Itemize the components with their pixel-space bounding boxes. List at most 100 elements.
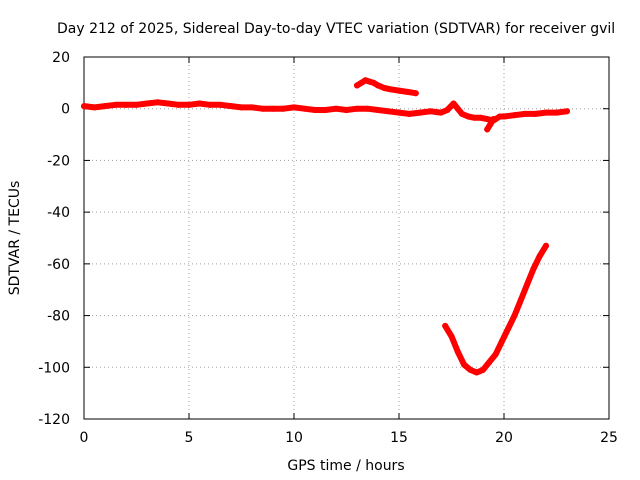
data-point [486, 359, 493, 366]
data-point [454, 348, 461, 355]
data-point [480, 366, 486, 373]
series-points-1 [81, 99, 570, 124]
data-point [385, 108, 392, 115]
data-point [301, 105, 308, 112]
data-point [112, 101, 119, 108]
y-tick-label: -40 [47, 205, 70, 221]
data-point [484, 116, 491, 123]
data-point [511, 312, 518, 319]
data-point [501, 113, 507, 120]
data-point [396, 109, 402, 116]
data-point [270, 105, 276, 112]
data-point [322, 107, 329, 114]
data-point [498, 338, 505, 345]
data-point [444, 107, 451, 114]
data-point [412, 90, 419, 97]
data-point [375, 107, 381, 114]
data-point [492, 351, 499, 358]
plot-frame [83, 56, 610, 420]
chart-title: Day 212 of 2025, Sidereal Day-to-day VTE… [57, 21, 615, 37]
data-point [477, 114, 484, 121]
y-axis-title: SDTVAR / TECUs [7, 181, 23, 296]
data-point [450, 100, 457, 107]
data-point [564, 108, 570, 115]
series-points-2 [354, 77, 419, 97]
data-point [91, 104, 98, 111]
x-tick-label: 5 [185, 430, 194, 446]
y-tick-label: 0 [61, 102, 70, 118]
y-tick-label: -60 [47, 257, 70, 273]
data-point [144, 100, 150, 107]
data-point [553, 109, 560, 116]
data-point [343, 107, 350, 114]
data-point [133, 101, 140, 108]
data-point [333, 105, 339, 112]
data-point [530, 266, 537, 273]
data-point [249, 104, 255, 111]
y-tick-label: 20 [52, 50, 70, 66]
series-layer [81, 77, 570, 376]
data-point [465, 113, 472, 120]
x-tick-label: 15 [390, 430, 408, 446]
data-point [259, 105, 266, 112]
data-point [473, 369, 480, 376]
data-point [81, 103, 87, 110]
data-point [505, 325, 512, 332]
data-point [312, 107, 318, 114]
data-point [442, 322, 449, 329]
data-point [522, 110, 528, 117]
data-point [354, 105, 360, 112]
data-point [543, 109, 549, 116]
data-point [438, 109, 444, 116]
data-point [375, 82, 381, 89]
series-points-4 [442, 242, 549, 376]
y-tick-label: -20 [47, 153, 70, 169]
data-point [207, 101, 213, 108]
data-point [387, 86, 394, 93]
data-point [175, 101, 182, 108]
data-point [280, 105, 287, 112]
data-point [291, 104, 297, 111]
data-point [490, 116, 497, 123]
data-point [461, 361, 468, 368]
data-point [487, 121, 494, 128]
y-tick-label: -80 [47, 309, 70, 325]
data-point [454, 105, 461, 112]
data-point [217, 101, 224, 108]
data-point [448, 333, 455, 340]
data-point [524, 281, 531, 288]
data-point [417, 109, 423, 116]
y-tick-label: -100 [38, 360, 70, 376]
data-point [228, 103, 234, 110]
y-tick-label: -120 [38, 412, 70, 428]
data-point [496, 113, 503, 120]
x-tick-label: 20 [495, 430, 513, 446]
data-point [467, 366, 474, 373]
data-point [196, 100, 203, 107]
x-tick-label: 10 [285, 430, 303, 446]
data-point [165, 100, 171, 107]
data-point [406, 110, 413, 117]
data-point [396, 87, 402, 94]
data-point [532, 110, 539, 117]
data-point [102, 103, 108, 110]
data-point [471, 114, 478, 121]
series-points-3 [484, 116, 497, 133]
data-point [427, 108, 434, 115]
data-point [517, 297, 524, 304]
data-point [511, 112, 518, 119]
data-point [404, 88, 411, 95]
data-point [459, 110, 465, 117]
data-point [154, 99, 161, 106]
data-point [364, 105, 371, 112]
data-point [543, 242, 549, 249]
x-tick-label: 25 [600, 430, 618, 446]
axis-ticks: 0 5 10 15 20 25 20 0 -20 -40 -60 -80 -100 -120 [38, 50, 618, 446]
data-point [123, 101, 129, 108]
data-point [381, 85, 388, 92]
data-point [238, 104, 245, 111]
x-axis-title: GPS time / hours [287, 458, 404, 474]
x-tick-label: 0 [80, 430, 89, 446]
data-point [536, 253, 543, 260]
